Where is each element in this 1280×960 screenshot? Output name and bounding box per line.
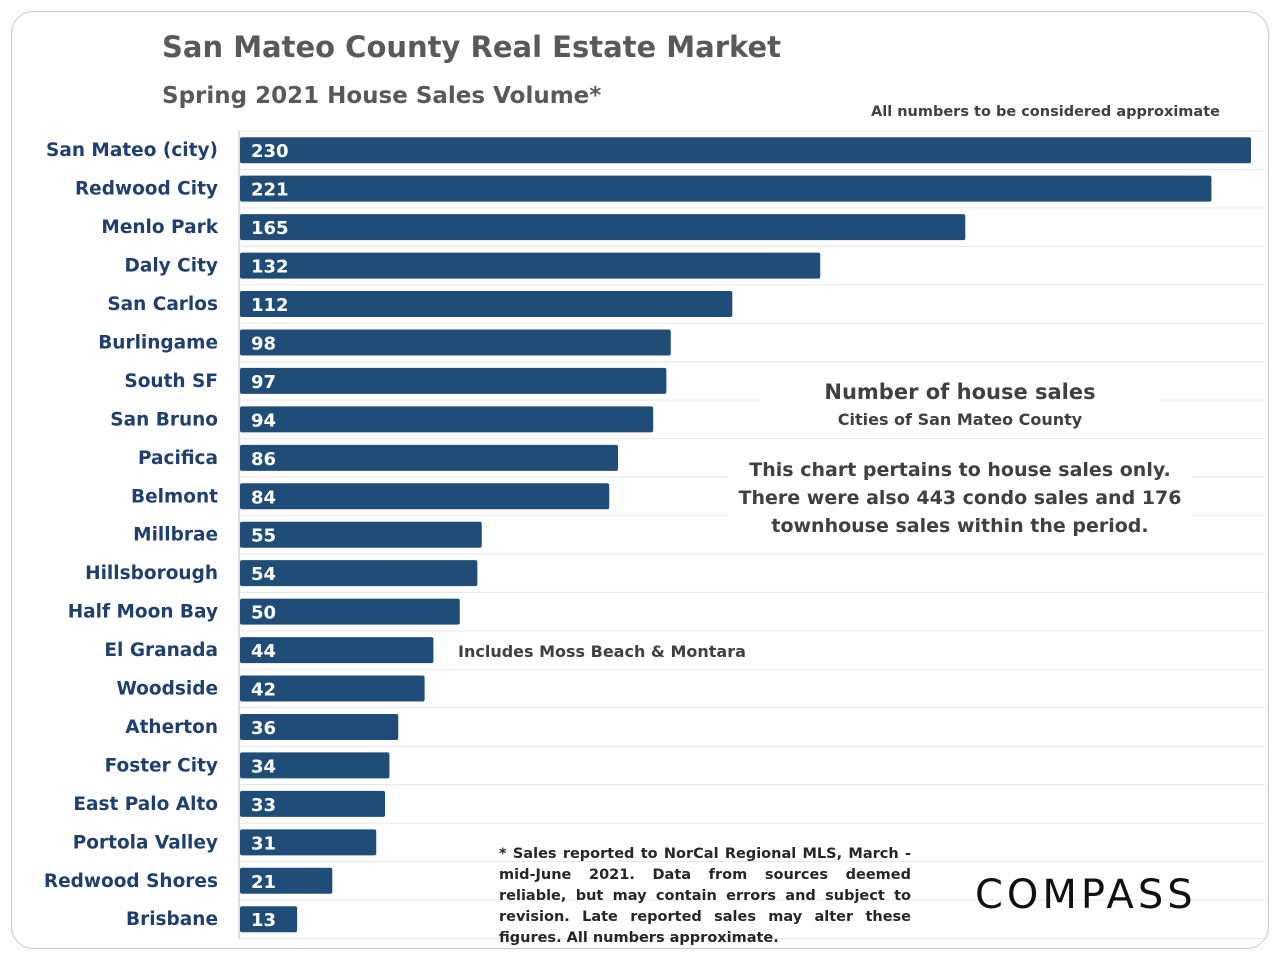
bar <box>240 675 425 702</box>
category-label: San Mateo (city) <box>46 140 218 161</box>
data-label: 13 <box>251 910 276 931</box>
bar <box>240 175 1212 202</box>
data-label: 230 <box>251 141 289 162</box>
data-label: 33 <box>251 795 276 816</box>
footnote: * Sales reported to NorCal Regional MLS,… <box>499 846 911 946</box>
category-label: Foster City <box>105 755 218 776</box>
category-label: Hillsborough <box>85 563 218 584</box>
data-label: 221 <box>251 180 289 201</box>
category-label: Daly City <box>124 256 218 277</box>
category-label: Woodside <box>116 679 218 700</box>
chart-subtitle: Spring 2021 House Sales Volume* <box>162 83 602 109</box>
approximate-note: All numbers to be considered approximate <box>871 104 1220 120</box>
category-label: Millbrae <box>133 525 218 546</box>
data-label: 112 <box>251 295 289 316</box>
data-label: 84 <box>251 487 276 508</box>
data-label: 36 <box>251 718 276 739</box>
category-label: Redwood City <box>75 179 218 200</box>
bar <box>240 252 821 279</box>
category-label: Atherton <box>125 717 218 738</box>
bar <box>240 598 460 625</box>
chart-frame <box>11 11 1269 949</box>
data-label: 165 <box>251 218 289 239</box>
category-label: Brisbane <box>126 909 218 930</box>
category-label: El Granada <box>104 640 218 661</box>
bar <box>240 637 434 664</box>
bar <box>240 752 390 779</box>
bar <box>240 137 1251 164</box>
category-label: Menlo Park <box>101 217 218 238</box>
data-label: 54 <box>251 564 276 585</box>
bar <box>240 406 654 433</box>
data-label: 31 <box>251 833 276 854</box>
bar <box>240 906 298 933</box>
category-label: Half Moon Bay <box>68 602 218 623</box>
bar <box>240 713 399 740</box>
bar <box>240 560 478 587</box>
bar <box>240 444 619 471</box>
data-label: 21 <box>251 872 276 893</box>
bar <box>240 214 966 241</box>
bar <box>240 291 733 318</box>
data-label: 86 <box>251 449 276 470</box>
category-label: San Carlos <box>107 294 218 315</box>
box-subtitle: Cities of San Mateo County <box>760 410 1160 429</box>
bar <box>240 867 333 894</box>
data-label: 55 <box>251 526 276 547</box>
data-label: 44 <box>251 641 276 662</box>
data-label: 94 <box>251 410 276 431</box>
category-label: San Bruno <box>110 409 218 430</box>
data-label: 97 <box>251 372 276 393</box>
bar <box>240 329 671 356</box>
chart-title: San Mateo County Real Estate Market <box>162 30 782 64</box>
bar <box>240 521 482 548</box>
data-label: 132 <box>251 257 289 278</box>
bar <box>240 483 610 510</box>
compass-logo: COMPASS <box>975 872 1197 918</box>
category-label: Burlingame <box>98 332 218 353</box>
box-title: Number of house sales <box>760 380 1160 404</box>
data-label: 98 <box>251 333 276 354</box>
bar <box>240 790 386 817</box>
data-label: 34 <box>251 756 276 777</box>
category-label: Redwood Shores <box>44 871 218 892</box>
category-label: Pacifica <box>138 448 218 469</box>
bar <box>240 829 377 856</box>
box-text: This chart pertains to house sales only.… <box>727 456 1193 540</box>
bar <box>240 367 667 394</box>
data-label: 50 <box>251 603 276 624</box>
el-granada-note: Includes Moss Beach & Montara <box>458 642 746 661</box>
category-label: Belmont <box>131 486 218 507</box>
category-label: East Palo Alto <box>73 794 218 815</box>
category-label: South SF <box>124 371 218 392</box>
category-label: Portola Valley <box>73 832 218 853</box>
data-label: 42 <box>251 680 276 701</box>
